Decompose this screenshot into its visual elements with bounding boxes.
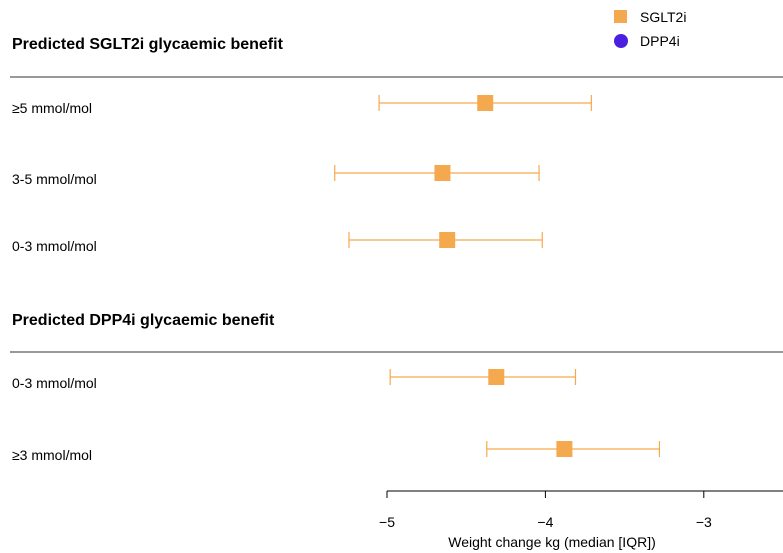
legend-marker-dpp4i <box>614 34 628 48</box>
x-axis-ticks: −5−4−3−2−10 <box>379 491 712 530</box>
legend-marker-sglt2i <box>614 10 627 23</box>
group-title-sglt2i-benefit: Predicted SGLT2i glycaemic benefit <box>12 36 284 53</box>
legend-label-dpp4i: DPP4i <box>640 33 680 49</box>
median-marker-sglt2i <box>556 441 573 457</box>
row-label-sglt2i-ge5: ≥5 mmol/mol <box>12 100 92 116</box>
median-marker-sglt2i <box>488 369 505 385</box>
median-marker-sglt2i <box>477 95 494 111</box>
median-marker-sglt2i <box>434 165 451 181</box>
x-tick-label: −4 <box>537 514 553 530</box>
data-marks <box>334 95 661 457</box>
legend: SGLT2i DPP4i <box>614 9 686 49</box>
group-title-dpp4i-benefit: Predicted DPP4i glycaemic benefit <box>12 312 275 329</box>
median-marker-sglt2i <box>439 232 456 248</box>
row-label-sglt2i-0to3: 0-3 mmol/mol <box>12 238 97 254</box>
x-axis: −5−4−3−2−10 Weight change kg (median [IQ… <box>379 490 783 550</box>
x-tick-label: −5 <box>379 514 395 530</box>
row-label-dpp4i-ge3: ≥3 mmol/mol <box>12 447 92 463</box>
x-tick-label: −3 <box>696 514 712 530</box>
legend-label-sglt2i: SGLT2i <box>640 9 686 25</box>
row-label-sglt2i-3to5: 3-5 mmol/mol <box>12 171 97 187</box>
row-label-dpp4i-0to3: 0-3 mmol/mol <box>12 375 97 391</box>
x-axis-title: Weight change kg (median [IQR]) <box>448 534 656 550</box>
